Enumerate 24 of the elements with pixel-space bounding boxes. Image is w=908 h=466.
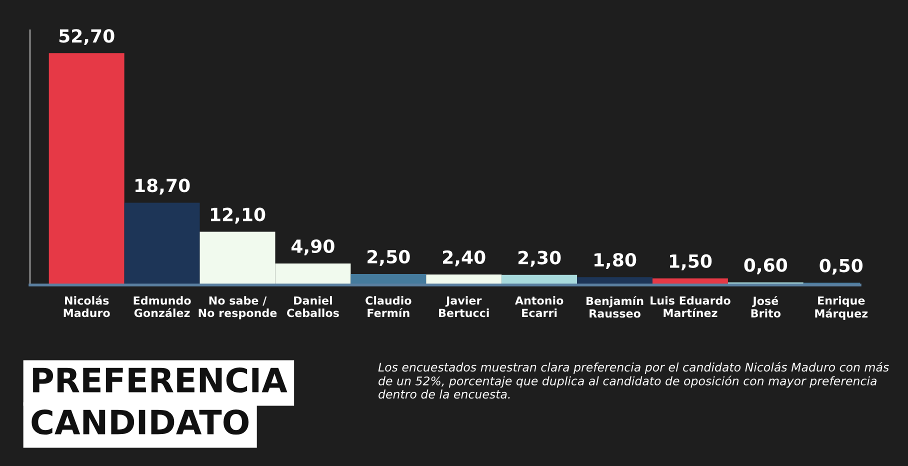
x-tick-label: Enrique Márquez <box>815 296 868 320</box>
x-tick-label: José Brito <box>751 296 781 318</box>
data-label: 12,10 <box>210 208 266 224</box>
x-tick-label: Luis Eduardo Martínez <box>650 296 730 318</box>
x-tick-label: Antonio Ecarri <box>514 296 564 318</box>
x-tick-label: Daniel Ceballos <box>287 296 339 318</box>
x-tick-label: Javier Bertucci <box>439 296 489 318</box>
text: Los encuestados muestran clara preferencia por el candidato Nicolás Maduro con más de un 52%, porcentaje que duplica al candidato de oposición con mayor preferencia dentro de la encuesta. <box>378 362 889 399</box>
data-label: 0,60 <box>744 258 788 274</box>
x-tick-label: No sabe / No responde <box>198 296 277 320</box>
data-label: 18,70 <box>136 178 190 195</box>
text: PREFERENCIA CANDIDATO <box>32 367 288 435</box>
x-tick-label: Edmundo González <box>134 296 191 318</box>
data-label: 0,50 <box>820 258 863 275</box>
x-tick-label: Nicolás Maduro <box>64 296 110 318</box>
data-label: 4,90 <box>291 239 334 256</box>
data-label: 2,50 <box>368 250 410 266</box>
data-label: 1,50 <box>670 254 712 270</box>
x-tick-label: Benjamín Rausseo <box>586 296 644 318</box>
x-tick-label: Claudio Fermín <box>366 296 412 318</box>
data-label: 52,70 <box>59 29 114 46</box>
data-label: 1,80 <box>594 252 636 269</box>
data-label: 2,30 <box>518 250 561 267</box>
data-label: 2,40 <box>443 250 486 266</box>
